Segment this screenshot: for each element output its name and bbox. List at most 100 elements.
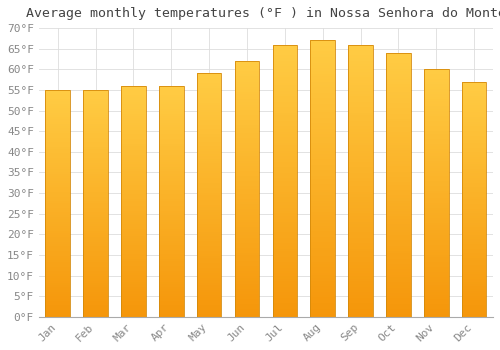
Bar <box>424 247 448 250</box>
Bar <box>310 273 335 275</box>
Bar <box>121 176 146 178</box>
Bar <box>197 304 222 307</box>
Bar <box>386 100 410 103</box>
Bar <box>197 181 222 183</box>
Bar <box>234 176 260 179</box>
Bar <box>272 124 297 126</box>
Bar <box>84 135 108 138</box>
Bar <box>310 54 335 57</box>
Bar <box>424 210 448 213</box>
Bar <box>386 161 410 164</box>
Bar <box>197 110 222 112</box>
Bar <box>310 281 335 284</box>
Bar <box>159 187 184 190</box>
Bar <box>462 277 486 279</box>
Bar <box>272 300 297 303</box>
Bar <box>121 305 146 308</box>
Bar <box>310 159 335 162</box>
Bar <box>272 238 297 240</box>
Bar <box>462 188 486 190</box>
Bar <box>386 219 410 222</box>
Bar <box>197 85 222 88</box>
Bar <box>234 299 260 301</box>
Bar <box>46 306 70 308</box>
Bar <box>272 273 297 276</box>
Bar <box>46 269 70 272</box>
Bar <box>424 270 448 272</box>
Bar <box>386 195 410 198</box>
Bar <box>234 289 260 291</box>
Bar <box>159 201 184 204</box>
Bar <box>310 253 335 256</box>
Bar <box>386 240 410 243</box>
Bar <box>310 107 335 110</box>
Bar <box>310 98 335 101</box>
Bar <box>272 44 297 47</box>
Bar <box>46 208 70 210</box>
Bar <box>121 275 146 278</box>
Bar <box>84 233 108 235</box>
Bar <box>348 279 373 281</box>
Bar <box>462 303 486 305</box>
Bar <box>234 296 260 299</box>
Bar <box>84 285 108 287</box>
Bar <box>462 140 486 143</box>
Bar <box>159 132 184 134</box>
Bar <box>272 110 297 113</box>
Bar <box>46 246 70 249</box>
Bar <box>310 190 335 193</box>
Bar <box>197 219 222 222</box>
Bar <box>159 106 184 109</box>
Bar <box>159 162 184 164</box>
Bar <box>121 104 146 107</box>
Bar <box>84 210 108 212</box>
Bar <box>348 183 373 186</box>
Bar <box>386 290 410 293</box>
Bar <box>272 276 297 279</box>
Bar <box>348 181 373 183</box>
Bar <box>462 223 486 225</box>
Bar <box>272 235 297 238</box>
Bar <box>272 284 297 287</box>
Bar <box>272 93 297 96</box>
Bar <box>121 86 146 88</box>
Bar <box>348 99 373 102</box>
Bar <box>46 178 70 181</box>
Bar <box>310 181 335 184</box>
Bar <box>159 104 184 107</box>
Bar <box>159 243 184 245</box>
Bar <box>46 144 70 147</box>
Bar <box>424 196 448 198</box>
Bar <box>197 134 222 137</box>
Bar <box>272 72 297 75</box>
Bar <box>159 150 184 153</box>
Bar <box>386 169 410 171</box>
Bar <box>121 308 146 310</box>
Bar <box>386 164 410 166</box>
Bar <box>46 140 70 142</box>
Bar <box>121 100 146 102</box>
Bar <box>46 97 70 99</box>
Bar <box>121 266 146 268</box>
Bar <box>310 311 335 314</box>
Bar <box>46 113 70 115</box>
Bar <box>462 241 486 244</box>
Bar <box>462 131 486 133</box>
Bar <box>424 272 448 275</box>
Bar <box>348 254 373 257</box>
Bar <box>462 136 486 138</box>
Bar <box>84 271 108 274</box>
Bar <box>84 258 108 260</box>
Bar <box>121 141 146 144</box>
Bar <box>234 122 260 125</box>
Bar <box>234 232 260 235</box>
Bar <box>462 195 486 197</box>
Bar <box>121 301 146 303</box>
Bar <box>348 219 373 222</box>
Bar <box>197 159 222 161</box>
Bar <box>46 301 70 303</box>
Bar <box>462 234 486 237</box>
Bar <box>234 209 260 212</box>
Bar <box>234 105 260 107</box>
Bar <box>46 99 70 101</box>
